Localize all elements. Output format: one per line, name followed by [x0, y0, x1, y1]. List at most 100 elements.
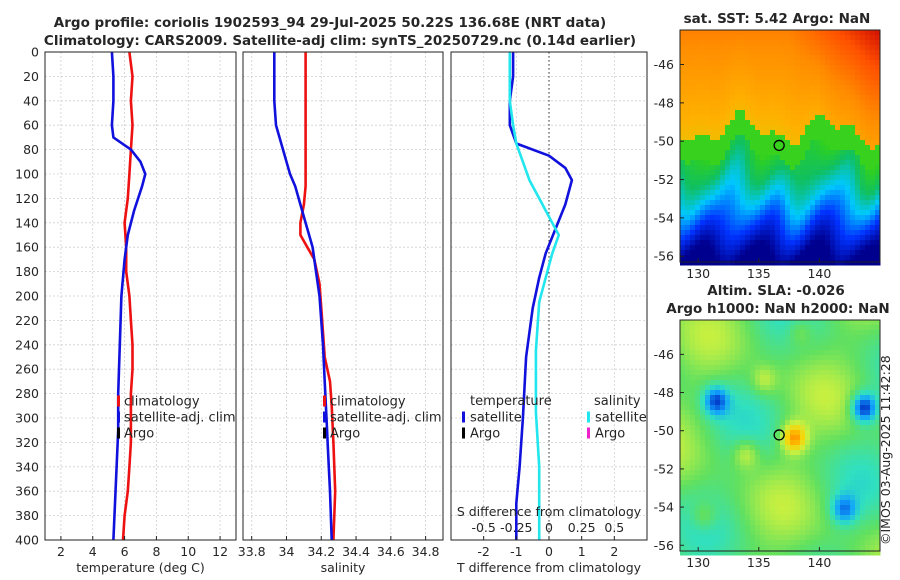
sst_map-cell	[685, 60, 691, 66]
sst_map-cell	[685, 45, 691, 51]
sla_map-cell	[720, 370, 726, 376]
sla_map-cell	[725, 425, 731, 431]
sla_map-cell	[680, 395, 686, 401]
sst_map-cell	[725, 140, 731, 146]
sla_map-cell	[690, 495, 696, 501]
sla_map-cell	[770, 355, 776, 361]
sla_map-cell	[710, 460, 716, 466]
sla_map-cell	[850, 370, 856, 376]
sst_map-cell	[775, 165, 781, 171]
sst_map-cell	[800, 80, 806, 86]
depth-tick-label: 100	[15, 167, 39, 182]
sla_map-cell	[805, 370, 811, 376]
sst_map-cell	[840, 190, 846, 196]
sst_map-cell	[835, 185, 841, 191]
sla_map-cell	[685, 535, 691, 541]
sla_map-cell	[860, 370, 866, 376]
sst_map-cell	[745, 125, 751, 131]
sla_map-cell	[795, 415, 801, 421]
sst_map-cell	[765, 170, 771, 176]
sla_map-cell	[780, 375, 786, 381]
sla_map-cell	[845, 465, 851, 471]
depth-tick-label: 220	[15, 313, 39, 328]
sst_map-cell	[865, 40, 871, 46]
sla_map-cell	[785, 540, 791, 546]
sst_map-cell	[850, 110, 856, 116]
sst_map-cell	[830, 55, 836, 61]
sla_map-cell	[730, 360, 736, 366]
sla_map-cell	[700, 420, 706, 426]
sst_map-cell	[820, 190, 826, 196]
sla_map-cell	[835, 445, 841, 451]
sla_map-cell	[760, 335, 766, 341]
sst_map-cell	[730, 90, 736, 96]
sla_map-cell	[780, 465, 786, 471]
sst_map-cell	[760, 130, 766, 136]
sla_map-cell	[800, 390, 806, 396]
sst_map-cell	[735, 210, 741, 216]
sst_map-cell	[860, 145, 866, 151]
sla_map-cell	[690, 415, 696, 421]
sst_map-cell	[845, 150, 851, 156]
sla_map-cell	[760, 485, 766, 491]
sla_map-cell	[725, 500, 731, 506]
sst_map-cell	[805, 235, 811, 241]
sst_map-cell	[820, 120, 826, 126]
sst_map-cell	[730, 30, 736, 36]
sst_map-cell	[740, 105, 746, 111]
sla_map-cell	[745, 455, 751, 461]
sst_map-cell	[770, 180, 776, 186]
sst_map-cell	[865, 95, 871, 101]
sla_map-cell	[765, 485, 771, 491]
sla_map-cell	[685, 490, 691, 496]
sst_map-cell	[850, 250, 856, 256]
sla_map-cell	[700, 345, 706, 351]
sst_map-cell	[825, 200, 831, 206]
sla_map-cell	[680, 440, 686, 446]
sst_map-cell	[845, 165, 851, 171]
sla_map-cell	[690, 425, 696, 431]
sla_map-cell	[785, 480, 791, 486]
sst_map-cell	[805, 65, 811, 71]
sst_map-cell	[750, 260, 756, 266]
sla_map-cell	[755, 400, 761, 406]
sla_map-cell	[770, 420, 776, 426]
sst_map-cell	[860, 40, 866, 46]
sst_map-cell	[830, 170, 836, 176]
sla_map-cell	[705, 375, 711, 381]
sst_map-cell	[875, 80, 881, 86]
sst_map-cell	[785, 35, 791, 41]
sst_map-cell	[840, 225, 846, 231]
sst_map-cell	[855, 175, 861, 181]
sla_map-cell	[795, 395, 801, 401]
sst_map-cell	[715, 210, 721, 216]
sst_map-cell	[740, 130, 746, 136]
sla_map-cell	[725, 330, 731, 336]
sst_map-cell	[700, 65, 706, 71]
sst_map-cell	[780, 230, 786, 236]
sst_map-cell	[710, 115, 716, 121]
sst_map-cell	[685, 35, 691, 41]
difference-series-temperature-satellite-line	[508, 52, 574, 540]
sst_map-cell	[745, 210, 751, 216]
sla_map-cell	[760, 425, 766, 431]
sla_map-cell	[775, 445, 781, 451]
sla_map-cell	[710, 550, 716, 556]
sst_map-cell	[770, 210, 776, 216]
sla_map-cell	[820, 515, 826, 521]
sst_map-cell	[875, 55, 881, 61]
sla_map-cell	[735, 410, 741, 416]
sst_map-cell	[810, 250, 816, 256]
sst_map-cell	[760, 195, 766, 201]
sst_map-cell	[820, 230, 826, 236]
sst_map-cell	[700, 230, 706, 236]
sla_map-cell	[765, 335, 771, 341]
sst_map-cell	[755, 130, 761, 136]
sst_map-cell	[750, 160, 756, 166]
sst_map-cell	[845, 85, 851, 91]
sst_map-cell	[815, 145, 821, 151]
sla_map-cell	[745, 385, 751, 391]
sla_map-cell	[815, 415, 821, 421]
sst_map-cell	[790, 40, 796, 46]
sla_map-cell	[780, 345, 786, 351]
